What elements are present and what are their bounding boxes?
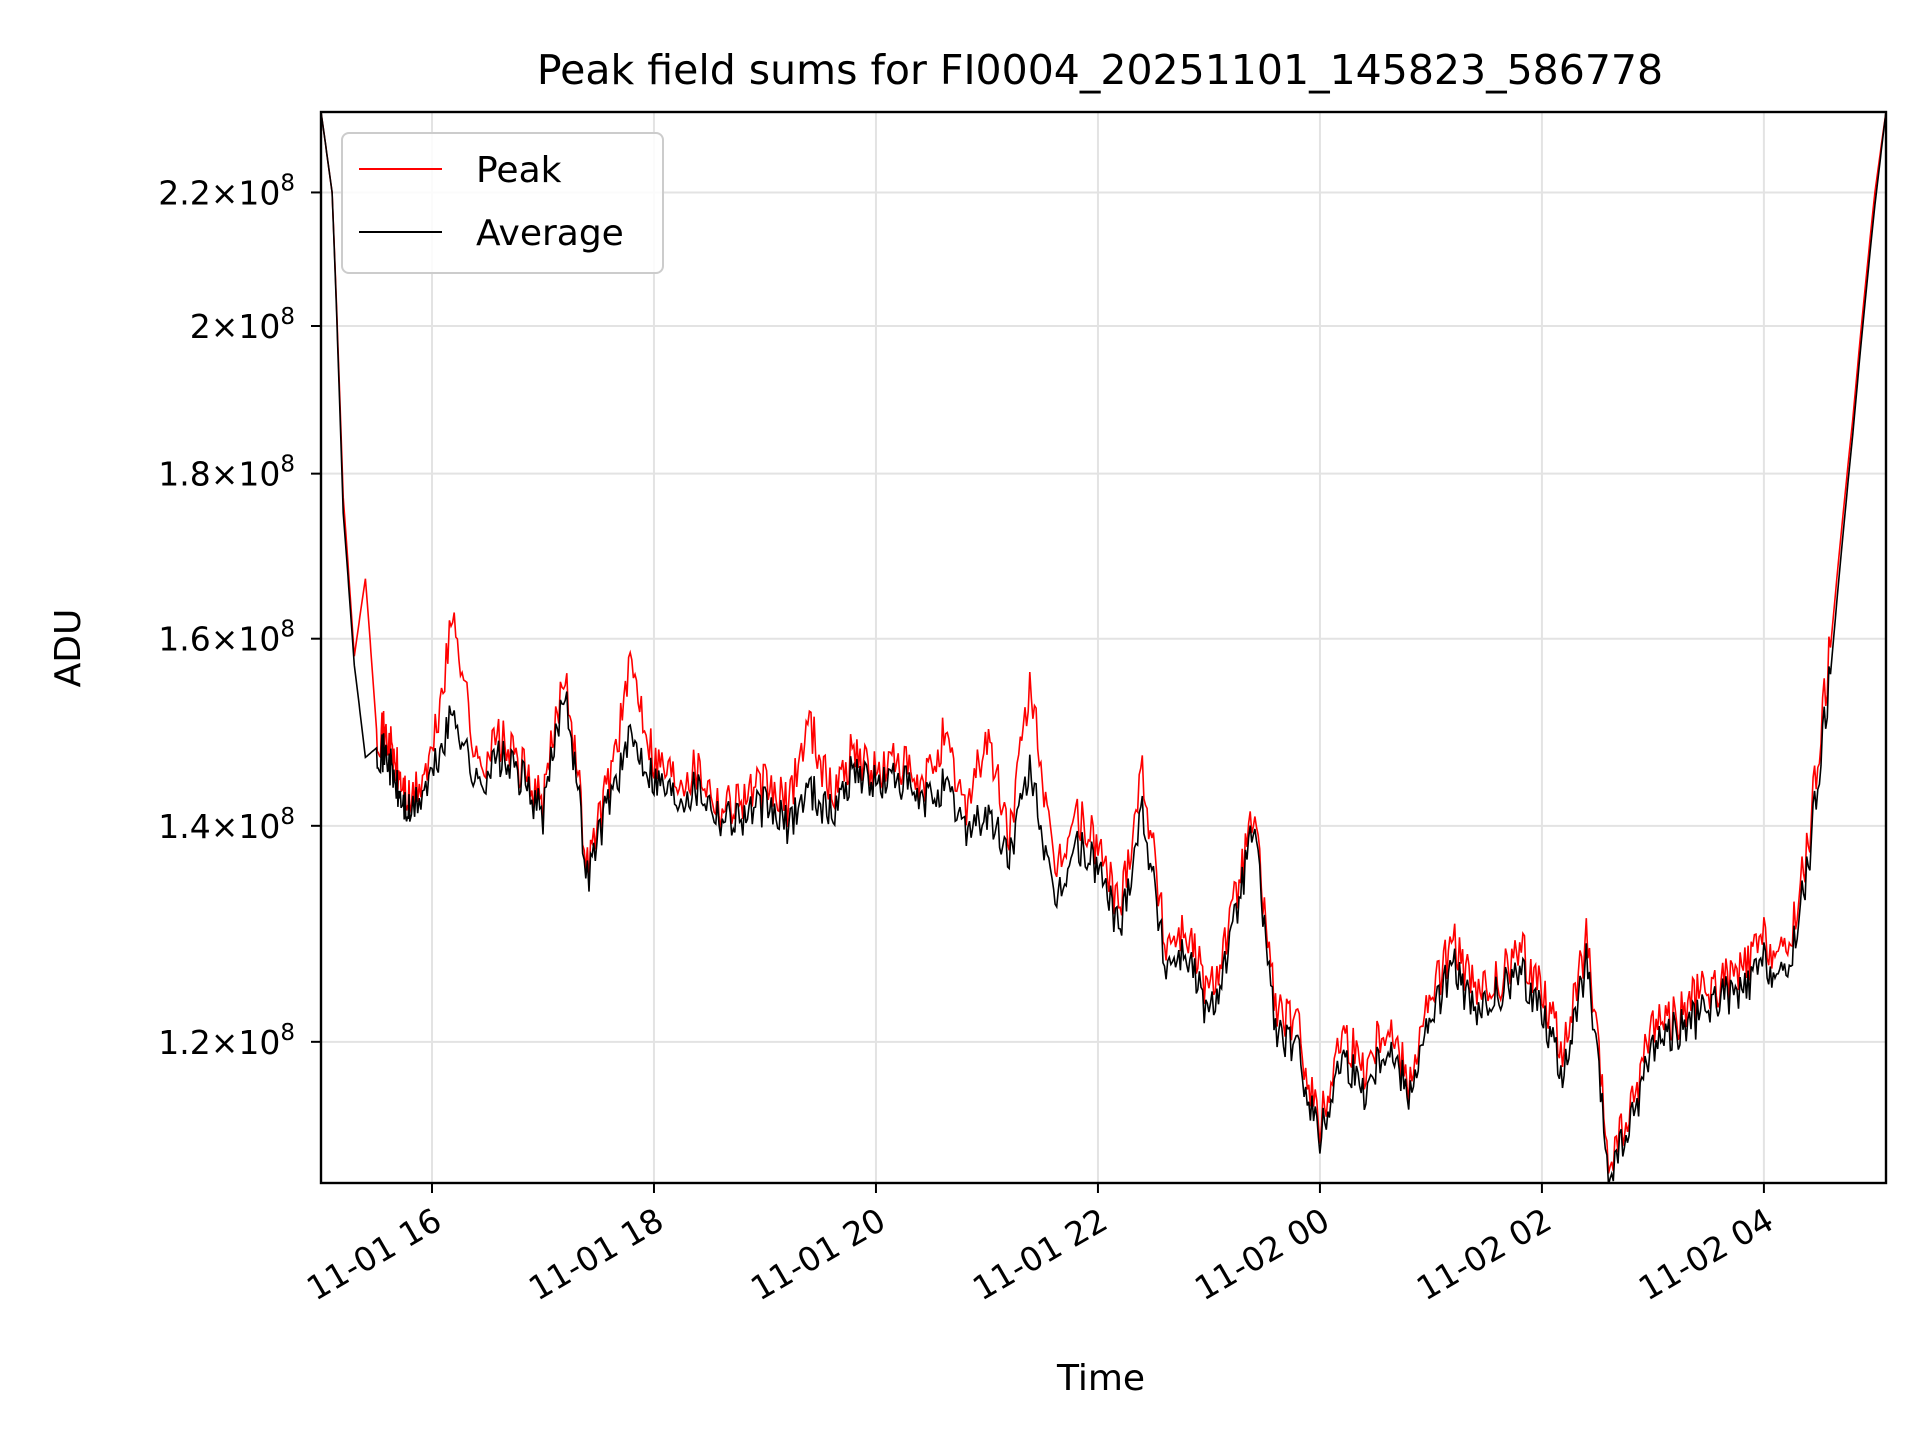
y-tick-label: 1.4×108	[158, 804, 295, 846]
y-tick-label: 1.6×108	[158, 617, 295, 659]
y-tick-label: 2.2×108	[158, 170, 295, 212]
series-line-average	[321, 112, 1886, 1183]
y-tick-label: 1.2×108	[158, 1020, 295, 1062]
legend-label-average: Average	[476, 213, 624, 254]
chart-title: Peak field sums for FI0004_20251101_1458…	[537, 46, 1663, 94]
plot-frame	[319, 110, 1888, 1185]
legend-label-peak: Peak	[476, 150, 562, 191]
y-tick-label: 1.8×108	[158, 452, 295, 494]
y-tick-label: 2×108	[190, 304, 295, 346]
plot-area	[321, 112, 1886, 1183]
y-axis-label: ADU	[48, 609, 89, 688]
legend: Peak Average	[341, 132, 664, 274]
x-axis-label: Time	[1056, 1358, 1145, 1399]
